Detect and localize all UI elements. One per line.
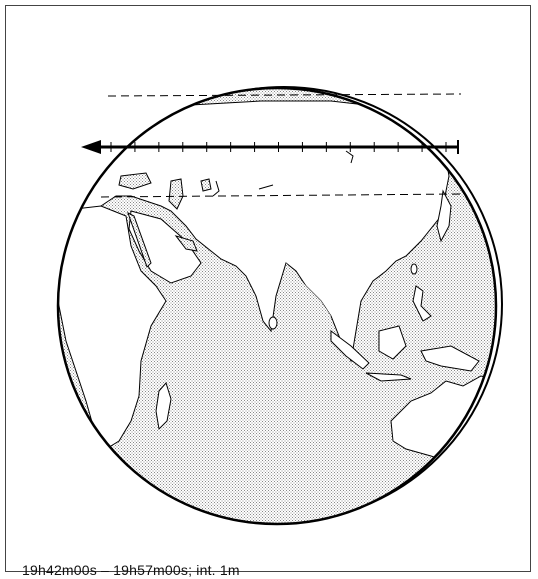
landmass-borneo [378, 325, 407, 360]
globe-outline [56, 86, 498, 526]
lake-baikal [345, 150, 354, 164]
map-frame: 19h42m00s – 19h57m00s; int. 1m [5, 5, 531, 578]
path-south-limit [100, 193, 462, 198]
sea-persian-gulf [174, 235, 198, 252]
landmass-sri-lanka [268, 316, 278, 330]
sea-red [127, 212, 152, 268]
landmass-sumatra [330, 330, 370, 370]
landmass-philippines [412, 285, 432, 322]
landmass-taiwan [410, 263, 418, 275]
landmass-japan [436, 189, 452, 243]
lake-small [212, 180, 220, 197]
globe-map [56, 86, 503, 526]
landmass-africa [58, 205, 167, 450]
time-range-caption: 19h42m00s – 19h57m00s; int. 1m [22, 562, 240, 578]
landmass-java [365, 372, 412, 382]
direction-arrow-icon [81, 140, 101, 154]
sea-aral [200, 178, 212, 192]
path-central-line [81, 140, 459, 154]
landmass-arabia [128, 210, 202, 284]
landmass-new-guinea [420, 345, 480, 372]
sea-black [118, 172, 152, 190]
minute-ticks [110, 142, 447, 152]
landmass-madagascar [155, 381, 172, 431]
sea-bay-of-bengal [286, 263, 331, 319]
sea-caspian [168, 178, 184, 210]
lake-balkhash [258, 184, 274, 190]
path-north-limit [107, 93, 462, 97]
